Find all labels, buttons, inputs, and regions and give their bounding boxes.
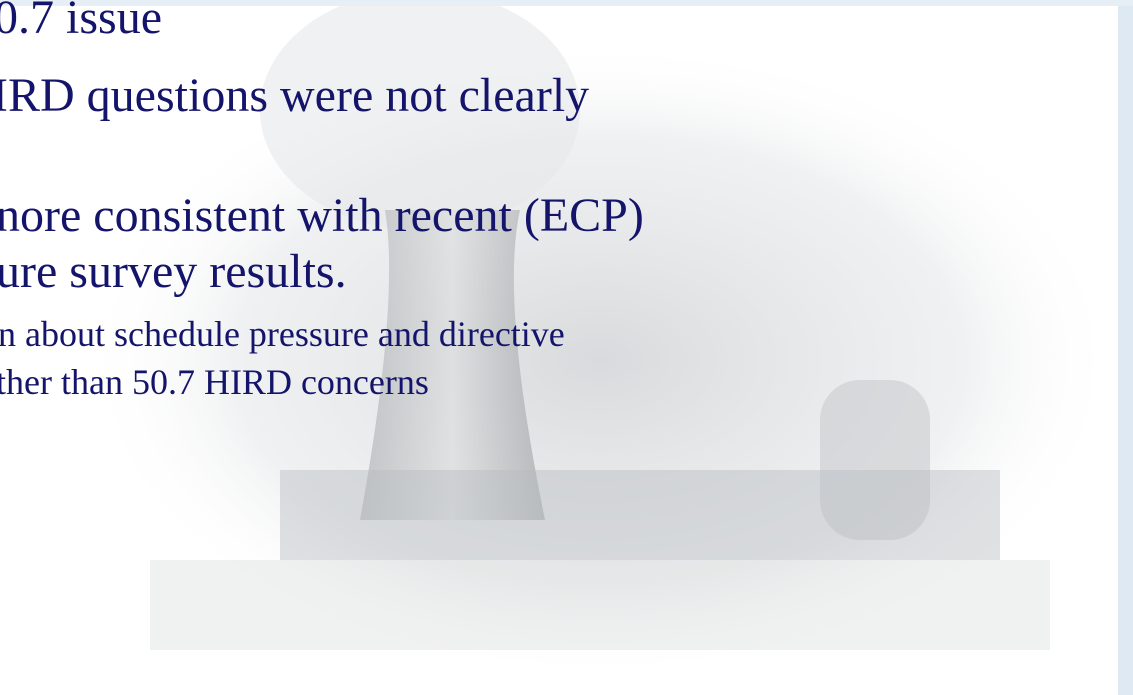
bullet-text: 0.7 issue — [0, 0, 162, 44]
bullet-text: ure survey results. — [0, 245, 347, 298]
reactor-dome — [820, 380, 930, 540]
bullet-text: ther than 50.7 HIRD concerns — [0, 362, 429, 402]
bullet-text: nore consistent with recent (ECP) — [0, 189, 644, 242]
right-border — [1118, 0, 1133, 695]
cooling-tower — [360, 210, 545, 520]
plant-buildings — [280, 470, 1000, 560]
top-border — [0, 0, 1133, 6]
steam-cloud — [260, 0, 580, 230]
bullet-text: n about schedule pressure and directive — [0, 314, 565, 354]
ground — [150, 560, 1050, 650]
bullet-text: IRD questions were not clearly — [0, 69, 590, 122]
